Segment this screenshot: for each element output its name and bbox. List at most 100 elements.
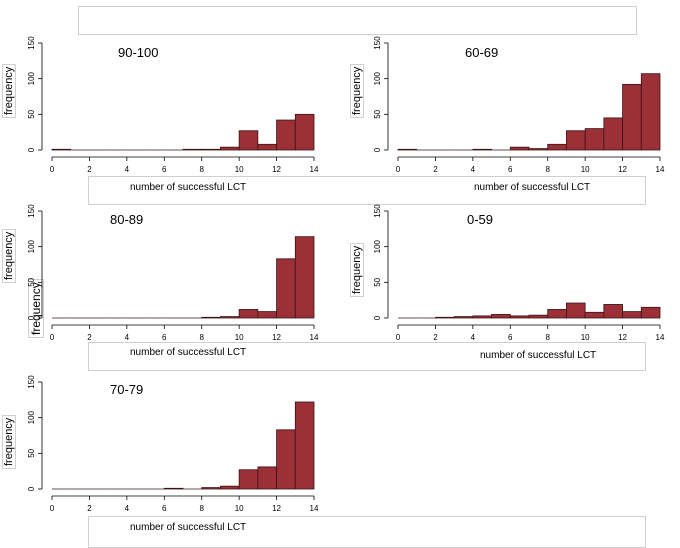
panel-title: 80-89: [110, 212, 143, 227]
x-tick-label: 4: [125, 504, 130, 513]
y-tick-label: 100: [27, 239, 36, 253]
x-tick-label: 14: [310, 165, 319, 174]
x-tick-label: 4: [471, 333, 476, 342]
histogram-bar: [257, 311, 277, 319]
histogram-bar: [201, 316, 221, 319]
histogram-bar: [472, 148, 492, 151]
histogram-bar: [528, 314, 549, 319]
histogram-bar: [276, 429, 296, 490]
x-tick-label: 14: [310, 333, 319, 342]
histogram-bar: [220, 146, 240, 151]
x-axis-label: number of successful LCT: [130, 347, 246, 358]
histogram-bar: [51, 148, 72, 151]
x-tick-label: 0: [396, 165, 401, 174]
x-tick-label: 12: [272, 504, 281, 513]
histogram-bar: [201, 148, 221, 151]
y-tick-label: 100: [373, 71, 382, 85]
y-tick-label: 150: [373, 204, 382, 218]
y-tick-label: 50: [373, 277, 382, 286]
x-tick-label: 2: [87, 504, 92, 513]
x-tick-label: 8: [199, 504, 204, 513]
x-tick-label: 0: [396, 333, 401, 342]
y-tick-label: 0: [373, 147, 382, 152]
y-tick-label: 100: [373, 239, 382, 253]
histogram-bar: [453, 316, 474, 319]
y-tick-label: 100: [27, 410, 36, 424]
histogram-bar: [163, 487, 184, 490]
y-tick-label: 50: [27, 448, 36, 457]
histogram-bar: [528, 148, 549, 151]
x-tick-label: 4: [125, 333, 130, 342]
x-tick-label: 6: [508, 165, 513, 174]
x-tick-label: 10: [235, 333, 244, 342]
histogram-bar: [603, 117, 623, 151]
panel-title: 0-59: [467, 212, 493, 227]
x-tick-label: 6: [162, 504, 167, 513]
x-tick-label: 14: [656, 333, 665, 342]
panel-title: 70-79: [110, 382, 143, 397]
histogram-bar: [238, 309, 259, 319]
y-tick-label: 150: [27, 36, 36, 50]
histogram-bar: [220, 316, 240, 319]
histogram-bar: [294, 401, 315, 490]
panel-title: 60-69: [465, 45, 498, 60]
x-tick-label: 8: [199, 333, 204, 342]
x-tick-label: 12: [272, 333, 281, 342]
x-tick-label: 8: [545, 333, 550, 342]
histogram-bar: [566, 130, 586, 151]
histogram-bar: [257, 466, 277, 490]
panel-title: 90-100: [118, 45, 158, 60]
histogram-bar: [603, 304, 623, 319]
xlabel-box-row2: [88, 342, 646, 371]
y-tick-label: 150: [27, 375, 36, 389]
y-tick-label: 0: [27, 486, 36, 491]
x-tick-label: 4: [125, 165, 130, 174]
histogram-bar: [509, 315, 530, 319]
x-tick-label: 8: [199, 165, 204, 174]
xlabel-box-row3: [88, 516, 646, 548]
histogram-bar: [238, 469, 259, 490]
y-tick-label: 150: [373, 36, 382, 50]
x-tick-label: 10: [581, 333, 590, 342]
x-tick-label: 2: [433, 333, 438, 342]
histogram-bar: [238, 130, 259, 151]
x-tick-label: 6: [508, 333, 513, 342]
histogram-bar: [276, 119, 296, 151]
histogram-bar: [182, 148, 203, 151]
x-axis-label: number of successful LCT: [474, 182, 590, 193]
x-tick-label: 4: [471, 165, 476, 174]
histogram-bar: [491, 314, 511, 319]
x-tick-label: 6: [162, 333, 167, 342]
y-tick-label: 100: [27, 71, 36, 85]
x-tick-label: 14: [310, 504, 319, 513]
histogram-bar: [294, 236, 315, 319]
histogram-bar: [547, 143, 567, 151]
y-tick-label: 50: [27, 277, 36, 286]
histogram-bar: [622, 83, 642, 151]
x-tick-label: 12: [618, 333, 627, 342]
histogram-bar: [276, 258, 296, 319]
histogram-bar: [472, 315, 492, 319]
histogram-bar: [294, 113, 315, 151]
y-tick-label: 50: [373, 109, 382, 118]
x-tick-label: 10: [235, 165, 244, 174]
x-tick-label: 12: [618, 165, 627, 174]
histogram-bar: [640, 306, 661, 319]
histogram-bar: [584, 311, 605, 319]
x-tick-label: 14: [656, 165, 665, 174]
x-tick-label: 0: [50, 333, 55, 342]
histogram-bar: [397, 148, 418, 151]
histogram-bar: [566, 302, 586, 319]
x-tick-label: 6: [162, 165, 167, 174]
xlabel-box-row1: [88, 176, 646, 205]
y-tick-label: 0: [27, 147, 36, 152]
x-tick-label: 12: [272, 165, 281, 174]
x-tick-label: 2: [433, 165, 438, 174]
x-tick-label: 2: [87, 165, 92, 174]
histogram-bar: [584, 128, 605, 151]
top-caption-box: [78, 6, 637, 35]
y-tick-label: 50: [27, 109, 36, 118]
y-tick-label: 150: [27, 204, 36, 218]
histogram-bar: [435, 316, 455, 319]
